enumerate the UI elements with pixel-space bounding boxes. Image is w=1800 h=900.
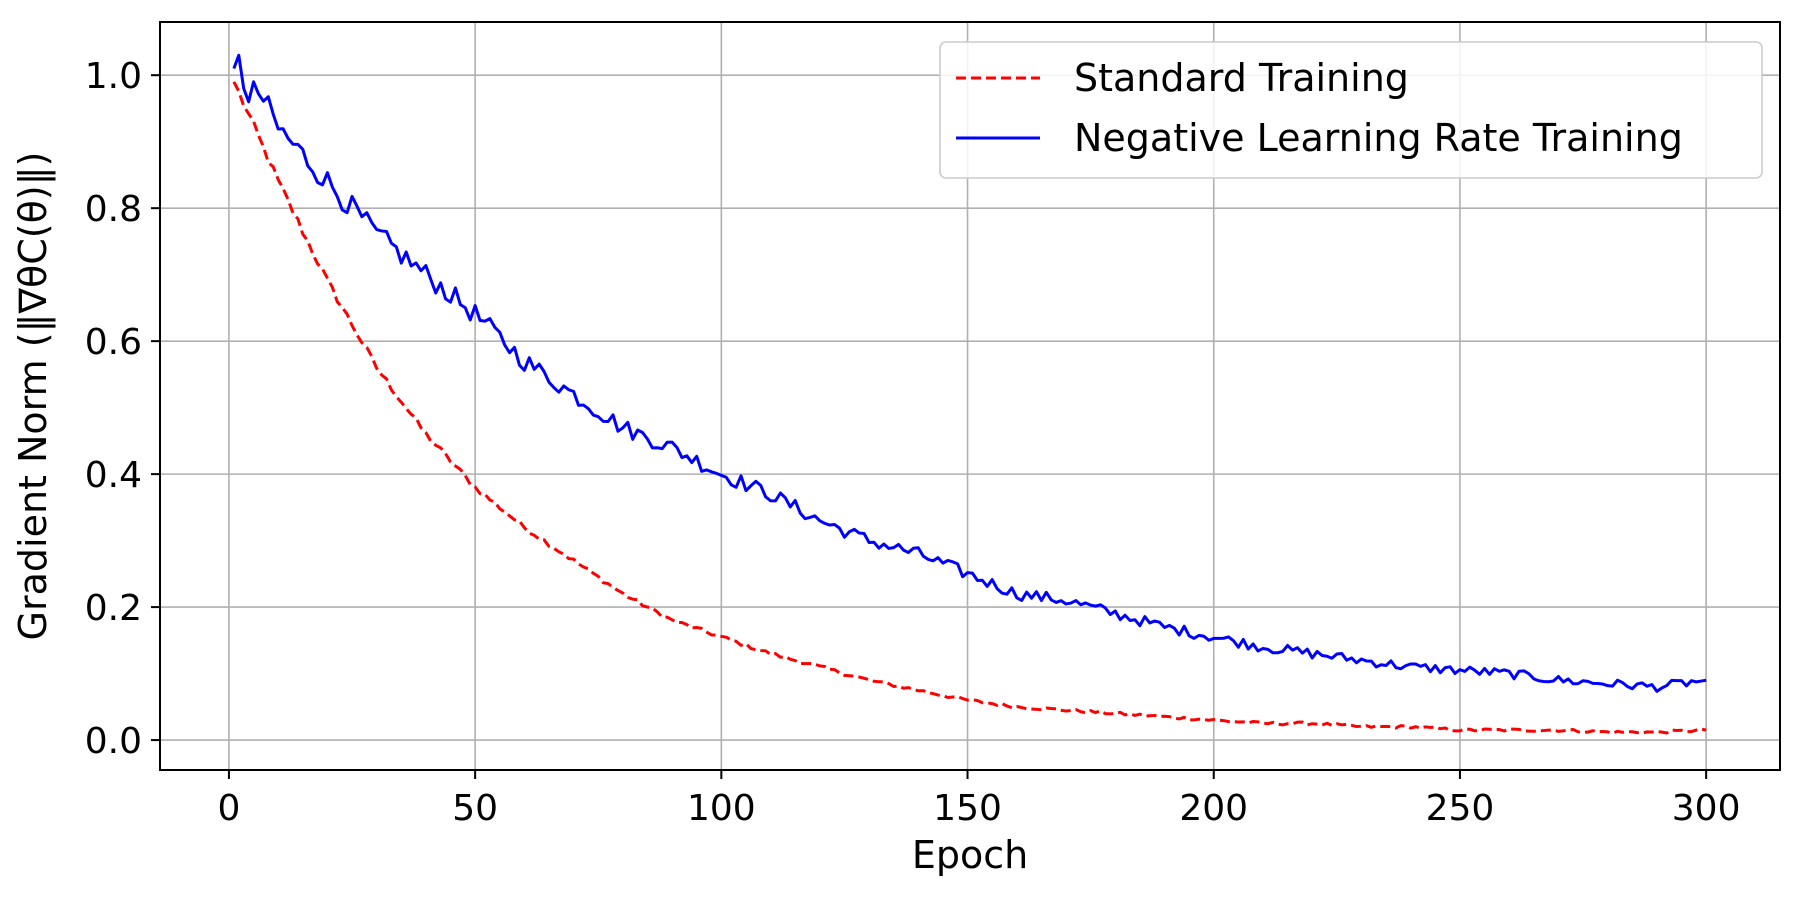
plot-frame xyxy=(159,21,1781,771)
y-axis-label: Gradient Norm (‖∇θC(θ)‖) xyxy=(11,152,56,641)
y-tick-label: 0.0 xyxy=(85,721,142,762)
y-tick-label: 0.6 xyxy=(85,322,142,363)
legend: Standard Training Negative Learning Rate… xyxy=(939,41,1763,179)
x-tick-label: 100 xyxy=(687,788,756,829)
series-line-negative-learning-rate-training xyxy=(232,53,1707,693)
x-tick-label: 0 xyxy=(217,788,240,829)
x-tick-label: 300 xyxy=(1672,788,1741,829)
series-line-standard-training xyxy=(232,81,1707,735)
legend-box xyxy=(939,41,1763,179)
y-tick-label: 0.4 xyxy=(85,455,142,496)
series-layer xyxy=(232,53,1707,735)
y-tick-label: 0.2 xyxy=(85,588,142,629)
x-tick-label: 250 xyxy=(1426,788,1495,829)
ticks: 0 50 100 150 200 250 300 0.0 0.2 0.4 0.6 0.8 1.0 xyxy=(85,56,1741,829)
y-tick-label: 1.0 xyxy=(85,56,142,97)
x-tick-label: 150 xyxy=(933,788,1002,829)
legend-label-standard-training: Standard Training xyxy=(1074,56,1409,100)
x-tick-label: 200 xyxy=(1179,788,1248,829)
x-axis-label: Epoch xyxy=(912,833,1028,877)
legend-label-negative-learning-rate-training: Negative Learning Rate Training xyxy=(1074,116,1683,160)
x-tick-label: 50 xyxy=(452,788,498,829)
y-tick-label: 0.8 xyxy=(85,189,142,230)
